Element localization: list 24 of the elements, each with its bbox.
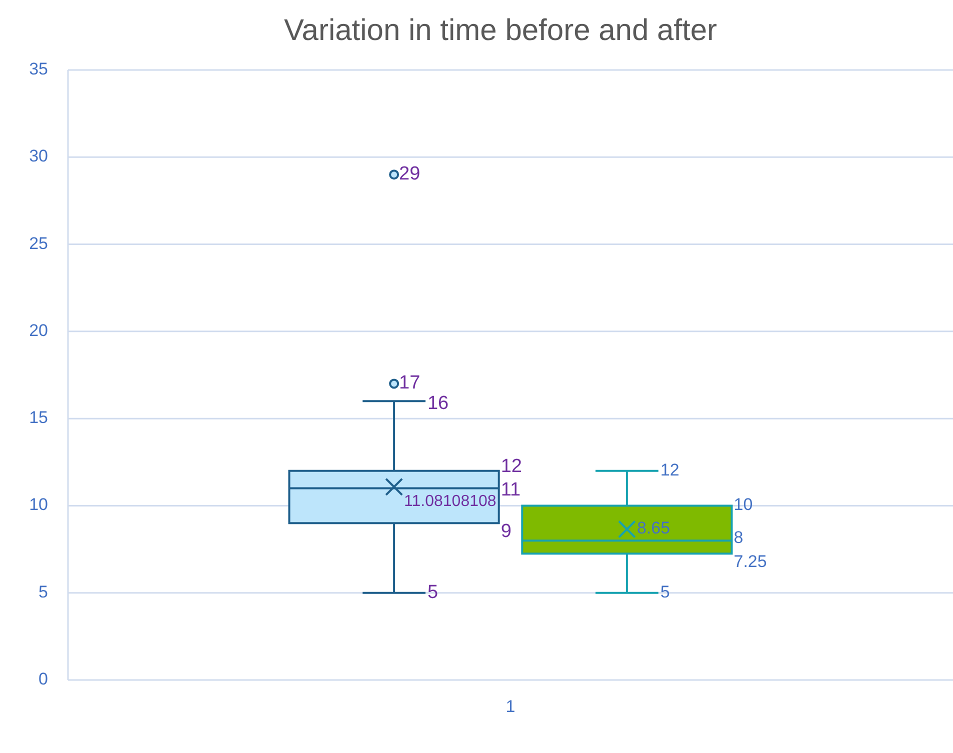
annotation: 11 [500,479,521,500]
annotation: 8 [734,528,744,548]
y-tick-label: 10 [29,495,48,514]
y-tick-label: 25 [29,234,48,253]
y-tick-label: 20 [29,320,48,340]
annotation: 8.65 [636,518,670,538]
annotation: 5 [660,582,670,602]
chart-title: Variation in time before and after [284,14,718,47]
annotation: 17 [399,372,420,394]
annotation: 10 [734,495,753,514]
x-tick-label: 1 [506,697,516,716]
annotation: 9 [500,521,512,542]
y-tick-label: 15 [29,408,48,428]
annotation: 11.08108108 [404,493,496,510]
annotation: 12 [660,460,680,480]
annotation: 12 [500,456,522,477]
annotation: 5 [427,582,438,603]
annotation: 29 [399,164,420,185]
y-tick-label: 35 [29,59,48,78]
y-tick-label: 5 [38,582,48,602]
y-tick-label: 0 [38,669,48,688]
annotation: 16 [427,393,449,414]
annotation: 7.25 [734,552,767,572]
y-tick-label: 30 [29,146,48,166]
